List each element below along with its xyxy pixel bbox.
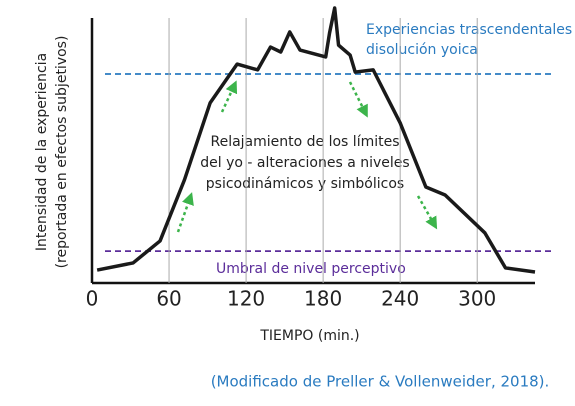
annotation: Relajamiento de los límites bbox=[210, 134, 399, 150]
x-tick-label: 240 bbox=[381, 287, 419, 311]
caption: (Modificado de Preller & Vollenweider, 2… bbox=[211, 373, 550, 391]
y-axis-label: Intensidad de la experiencia bbox=[34, 53, 50, 251]
x-tick-label: 300 bbox=[458, 287, 496, 311]
x-tick-label: 0 bbox=[86, 287, 99, 311]
x-tick-label: 180 bbox=[304, 287, 342, 311]
reference-label: Experiencias trascendentales - bbox=[366, 22, 575, 38]
annotation: psicodinámicos y simbólicos bbox=[206, 176, 404, 192]
annotation: del yo - alteraciones a niveles bbox=[200, 155, 409, 171]
line-series bbox=[96, 6, 536, 274]
y-axis-label: (reportada en efectos subjetivos) bbox=[54, 36, 70, 269]
arrows bbox=[176, 80, 438, 233]
reference-label: disolución yoica bbox=[366, 42, 478, 58]
reference-label: Umbral de nivel perceptivo bbox=[216, 261, 406, 277]
x-tick-label: 120 bbox=[227, 287, 265, 311]
x-tick-label: 60 bbox=[156, 287, 181, 311]
x-axis-label: TIEMPO (min.) bbox=[259, 328, 359, 344]
